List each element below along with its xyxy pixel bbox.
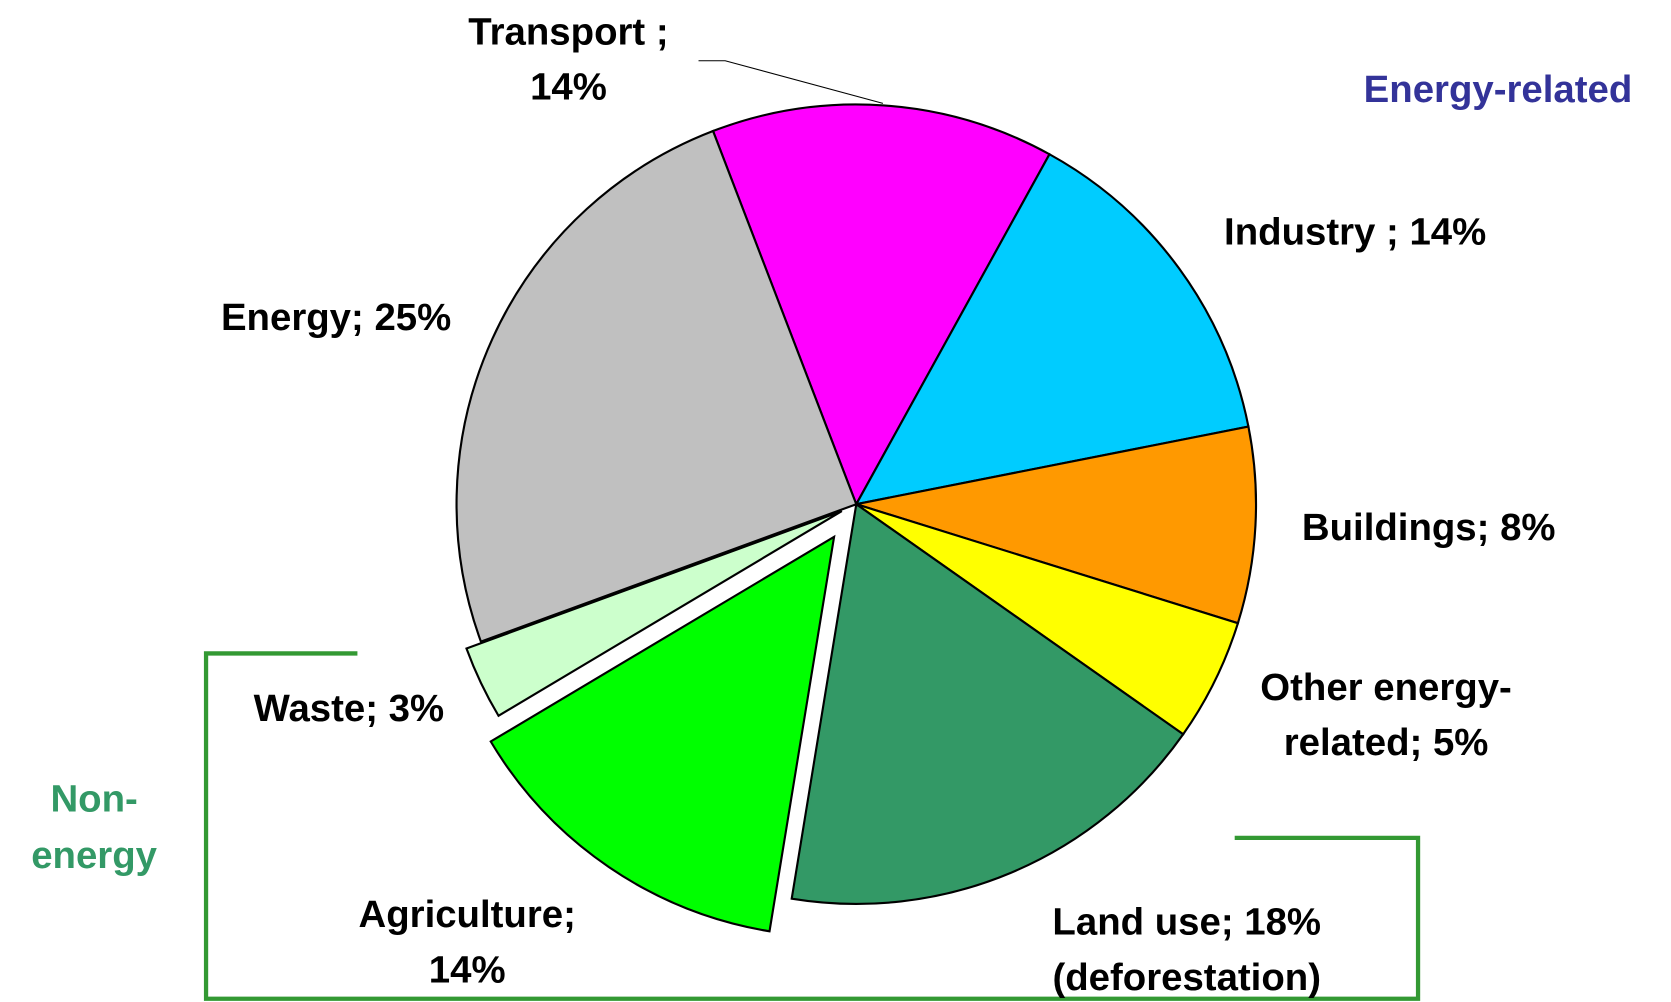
- pie-slice: [855, 425, 1258, 625]
- slice-label: 14%: [530, 66, 607, 109]
- slice-label: Other energy-: [1260, 666, 1512, 709]
- annotation: energy: [31, 834, 157, 877]
- bracket: [203, 651, 1421, 1001]
- slice-label: Land use; 18%: [1052, 900, 1321, 943]
- slice-label: (deforestation): [1052, 956, 1321, 999]
- slice-label: Energy; 25%: [221, 296, 451, 339]
- pie-slice: [711, 103, 1051, 507]
- leader-line: [698, 60, 884, 104]
- pie-slice: [854, 152, 1250, 506]
- annotation: Energy-related: [1364, 68, 1633, 111]
- pie-slice: [790, 502, 1185, 905]
- slice-label: Industry ; 14%: [1224, 211, 1486, 254]
- slice-label: 14%: [429, 948, 506, 991]
- slice-label: Waste; 3%: [254, 687, 444, 730]
- slice-label: related; 5%: [1284, 721, 1489, 764]
- pie-slice: [465, 510, 843, 718]
- pie-slice: [455, 129, 858, 643]
- slice-label: Buildings; 8%: [1302, 506, 1556, 549]
- pie-slice: [489, 534, 836, 933]
- annotation: Non-: [50, 778, 137, 821]
- slice-label: Transport ;: [468, 10, 668, 53]
- slice-label: Agriculture;: [359, 893, 576, 936]
